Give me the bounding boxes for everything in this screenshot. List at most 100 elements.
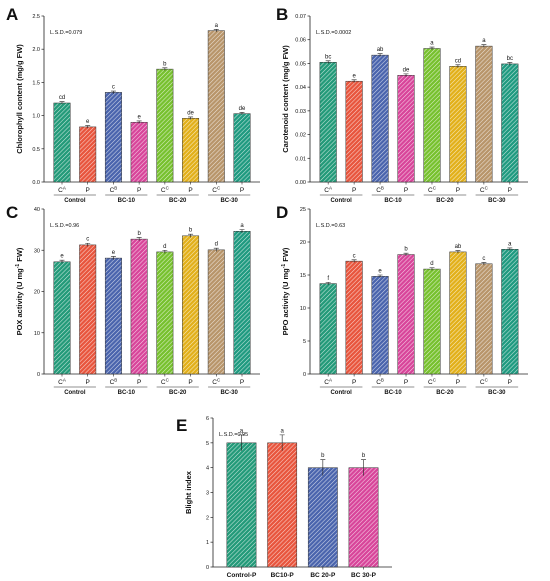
- bar: [371, 54, 389, 183]
- bar: [53, 261, 71, 375]
- bar: [475, 45, 493, 183]
- panel-label: E: [176, 416, 187, 435]
- y-tick-label: 0: [206, 565, 209, 571]
- error-bar: [213, 28, 219, 32]
- significance-letter: b: [362, 453, 366, 459]
- y-axis-label-sup: -1: [281, 264, 287, 269]
- bar: [397, 254, 415, 375]
- x-tick-label: P: [137, 187, 141, 194]
- y-tick-label: 15: [300, 273, 306, 279]
- bar: [130, 238, 148, 375]
- error-bar: [59, 259, 65, 264]
- group-label: BC-30: [488, 390, 506, 396]
- x-tick-label: CC: [428, 378, 437, 387]
- y-tick-label: 0.05: [295, 61, 306, 67]
- x-tick-superscript: C: [433, 186, 437, 191]
- panel-label: C: [6, 203, 18, 222]
- y-tick-label: 2: [206, 515, 209, 521]
- y-tick-label: 2.0: [32, 47, 40, 53]
- error-bar: [403, 252, 409, 256]
- x-tick-label: P: [456, 379, 460, 386]
- y-tick-label: 0.0: [32, 180, 40, 186]
- x-tick-label: CA: [58, 186, 66, 195]
- x-tick-label: P: [240, 187, 244, 194]
- error-bar: [162, 67, 168, 71]
- y-tick-label: 0: [303, 372, 306, 378]
- panel-label: D: [276, 203, 288, 222]
- x-tick-label: CC: [161, 186, 170, 195]
- x-tick-label: CB: [110, 378, 118, 387]
- x-tick-superscript: B: [381, 186, 384, 191]
- y-tick-label: 0.04: [295, 85, 306, 91]
- y-tick-label: 0: [37, 372, 40, 378]
- error-bar: [507, 62, 513, 66]
- x-tick-superscript: A: [329, 186, 332, 191]
- x-tick-label: CC: [161, 378, 170, 387]
- significance-letter: d: [163, 244, 166, 250]
- lsd-label: L.S.D.=0.0002: [316, 30, 351, 36]
- bar: [319, 283, 337, 375]
- bar: [233, 113, 251, 183]
- y-axis-label-sup: -1: [15, 264, 21, 269]
- x-tick-label: P: [188, 379, 192, 386]
- lsd-label: L.S.D.=0.63: [316, 223, 345, 229]
- y-axis-label: POX activity (U mg-1 FW): [15, 247, 24, 335]
- bar: [449, 66, 467, 183]
- x-tick-label: CC: [480, 186, 489, 195]
- y-tick-label: 20: [34, 290, 40, 296]
- x-tick-superscript: C: [485, 378, 489, 383]
- y-tick-label: 10: [300, 306, 306, 312]
- x-tick-superscript: C: [485, 186, 489, 191]
- y-tick-label: 4: [206, 466, 209, 472]
- group-label: Control: [330, 390, 352, 396]
- x-tick-superscript: A: [63, 378, 66, 383]
- y-axis-label: Chlorophyll content (mg/g FW): [15, 44, 24, 154]
- significance-letter: c: [353, 253, 356, 259]
- x-tick-label: CB: [376, 378, 384, 387]
- bar: [182, 118, 200, 183]
- x-tick-label: P: [86, 379, 90, 386]
- y-axis-label: Carotenoid content (mg/g FW): [281, 45, 290, 153]
- significance-letter: cd: [455, 58, 461, 64]
- x-tick-label: CC: [212, 186, 221, 195]
- y-tick-label: 0.07: [295, 14, 306, 20]
- significance-letter: b: [321, 453, 325, 459]
- significance-letter: e: [86, 119, 90, 125]
- significance-letter: a: [280, 428, 284, 434]
- lsd-label: L.S.D.=0.95: [219, 432, 248, 438]
- error-bar: [85, 125, 91, 129]
- significance-letter: ab: [377, 47, 384, 53]
- x-tick-label: P: [508, 187, 512, 194]
- bar: [182, 235, 200, 375]
- lsd-label: L.S.D.=0.079: [50, 30, 82, 36]
- group-label: BC-10: [118, 198, 136, 204]
- significance-letter: d: [430, 261, 433, 267]
- x-tick-label: Control-P: [227, 572, 257, 579]
- bar: [345, 80, 363, 183]
- x-tick-superscript: C: [433, 378, 437, 383]
- error-bar: [239, 111, 245, 115]
- y-tick-label: 5: [206, 441, 209, 447]
- error-bar: [351, 259, 357, 263]
- significance-letter: d: [215, 242, 218, 248]
- panel-c: C 0 10 20 30 40 POX activity (U mg-1 FW) L.S.D.…: [6, 203, 260, 396]
- y-axis-label: Blight index: [184, 470, 193, 514]
- panel-a: A 0.0 0.5 1.0 1.5 2.0 2.5 Chlorophyll content (…: [6, 5, 260, 204]
- group-label: Control: [330, 198, 352, 204]
- bar: [53, 102, 71, 183]
- error-bar: [238, 434, 244, 451]
- x-tick-label: P: [508, 379, 512, 386]
- bar: [156, 68, 174, 183]
- bar: [501, 249, 519, 375]
- axis-lines: [309, 16, 528, 183]
- y-axis-label: PPO activity (U mg-1 FW): [281, 247, 290, 335]
- significance-letter: c: [86, 237, 89, 243]
- significance-letter: a: [215, 23, 219, 29]
- group-label: BC-10: [384, 198, 402, 204]
- x-tick-label: CA: [324, 378, 332, 387]
- x-tick-superscript: C: [217, 378, 221, 383]
- x-tick-label: BC 30-P: [351, 572, 377, 579]
- error-bar: [403, 73, 409, 77]
- error-bar: [481, 262, 487, 266]
- y-tick-label: 40: [34, 207, 40, 213]
